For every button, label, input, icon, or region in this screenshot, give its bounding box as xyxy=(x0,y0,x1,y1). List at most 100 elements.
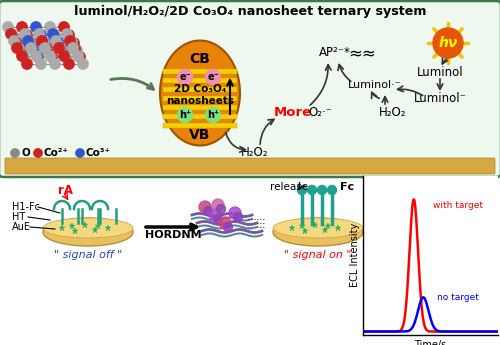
Circle shape xyxy=(40,38,52,49)
Circle shape xyxy=(28,43,38,55)
Circle shape xyxy=(20,29,30,39)
Circle shape xyxy=(46,51,58,62)
Text: Luminol⁻: Luminol⁻ xyxy=(414,91,467,105)
X-axis label: Time/s: Time/s xyxy=(414,340,446,345)
Circle shape xyxy=(54,42,64,53)
Text: h⁺: h⁺ xyxy=(207,110,219,120)
Bar xyxy=(163,96,237,100)
Circle shape xyxy=(34,148,42,158)
Bar xyxy=(163,105,237,109)
Circle shape xyxy=(34,29,44,39)
Circle shape xyxy=(60,51,72,62)
FancyBboxPatch shape xyxy=(0,1,500,177)
Ellipse shape xyxy=(43,218,133,246)
Circle shape xyxy=(206,69,220,85)
Circle shape xyxy=(24,37,36,48)
Circle shape xyxy=(48,29,58,39)
Circle shape xyxy=(58,45,68,56)
Circle shape xyxy=(212,199,224,211)
Circle shape xyxy=(14,43,24,55)
Text: O₂·⁻: O₂·⁻ xyxy=(308,107,332,119)
Circle shape xyxy=(209,209,221,221)
Circle shape xyxy=(308,186,316,195)
Circle shape xyxy=(56,43,66,55)
Text: H₂O₂: H₂O₂ xyxy=(241,147,269,159)
Text: with target: with target xyxy=(432,201,482,210)
Circle shape xyxy=(206,108,220,122)
Circle shape xyxy=(42,43,52,55)
Circle shape xyxy=(328,186,336,195)
Circle shape xyxy=(40,42,50,53)
Circle shape xyxy=(64,30,74,40)
Circle shape xyxy=(70,43,80,55)
Circle shape xyxy=(32,51,44,62)
Text: H1-Fc: H1-Fc xyxy=(12,202,40,212)
Circle shape xyxy=(38,37,50,48)
Circle shape xyxy=(219,217,231,229)
Circle shape xyxy=(58,50,70,61)
Circle shape xyxy=(12,42,22,53)
Circle shape xyxy=(58,21,70,32)
Circle shape xyxy=(26,38,38,49)
Y-axis label: ECL Intensity: ECL Intensity xyxy=(350,223,360,287)
Circle shape xyxy=(178,108,192,122)
Text: luminol/H₂O₂/2D Co₃O₄ nanosheet ternary system: luminol/H₂O₂/2D Co₃O₄ nanosheet ternary … xyxy=(74,4,426,18)
Circle shape xyxy=(44,21,56,32)
Circle shape xyxy=(66,37,78,48)
Circle shape xyxy=(74,51,86,62)
Text: AuE: AuE xyxy=(12,222,31,232)
Circle shape xyxy=(50,36,62,47)
Text: O: O xyxy=(21,148,30,158)
Text: Fc: Fc xyxy=(340,182,354,192)
Circle shape xyxy=(26,42,36,53)
Text: " signal on ": " signal on " xyxy=(284,250,352,260)
Circle shape xyxy=(64,59,74,69)
Text: no target: no target xyxy=(437,293,478,302)
Text: e⁻: e⁻ xyxy=(179,72,191,82)
Circle shape xyxy=(16,50,28,61)
Ellipse shape xyxy=(273,218,363,238)
Circle shape xyxy=(12,38,24,49)
Circle shape xyxy=(50,59,60,69)
Text: ≈≈: ≈≈ xyxy=(348,44,376,62)
Circle shape xyxy=(30,50,42,61)
Text: HORDNM: HORDNM xyxy=(144,230,202,240)
Bar xyxy=(163,87,237,91)
Text: VB: VB xyxy=(190,128,210,142)
Text: HT: HT xyxy=(12,212,25,222)
Circle shape xyxy=(54,38,66,49)
Text: h⁺: h⁺ xyxy=(179,110,191,120)
Text: More: More xyxy=(274,107,312,119)
Text: 2D Co₃O₄
nanosheets: 2D Co₃O₄ nanosheets xyxy=(166,84,234,106)
Text: Co³⁺: Co³⁺ xyxy=(86,148,111,158)
Text: release: release xyxy=(270,182,308,192)
Circle shape xyxy=(64,36,76,47)
Circle shape xyxy=(16,45,26,56)
Bar xyxy=(163,114,237,118)
Circle shape xyxy=(318,186,326,195)
Circle shape xyxy=(68,42,78,53)
Circle shape xyxy=(216,205,226,214)
Circle shape xyxy=(18,51,30,62)
Circle shape xyxy=(52,37,64,48)
Text: " signal off ": " signal off " xyxy=(54,250,122,260)
Text: Luminol: Luminol xyxy=(416,66,464,79)
Circle shape xyxy=(224,223,232,231)
Ellipse shape xyxy=(43,218,133,238)
Circle shape xyxy=(30,21,42,32)
Circle shape xyxy=(72,45,83,56)
Circle shape xyxy=(10,148,20,158)
Circle shape xyxy=(16,21,28,32)
Bar xyxy=(163,122,237,128)
Circle shape xyxy=(62,29,72,39)
Text: AP²⁻*: AP²⁻* xyxy=(319,47,351,59)
Bar xyxy=(163,69,237,73)
Circle shape xyxy=(214,215,222,224)
Circle shape xyxy=(78,59,88,69)
Circle shape xyxy=(234,213,242,221)
Circle shape xyxy=(10,37,22,48)
Circle shape xyxy=(50,30,60,40)
Bar xyxy=(163,78,237,82)
Circle shape xyxy=(22,36,34,47)
Circle shape xyxy=(44,50,56,61)
